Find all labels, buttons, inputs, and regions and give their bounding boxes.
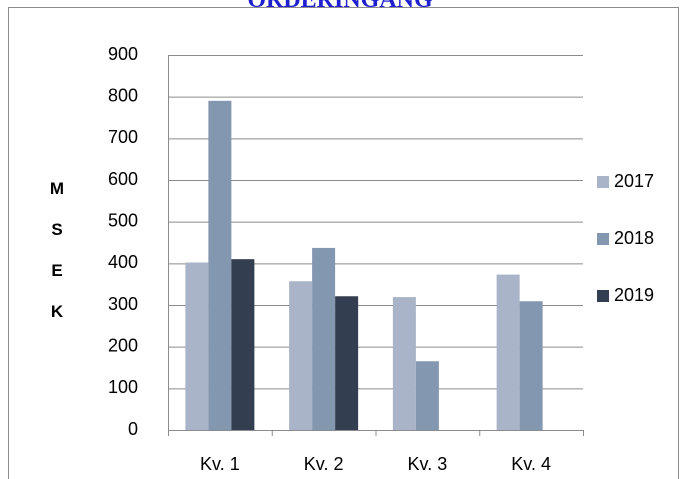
legend-label: 2019: [614, 285, 654, 305]
y-tick-label: 0: [128, 419, 138, 439]
y-tick-label: 200: [108, 335, 138, 355]
legend-swatch: [597, 233, 609, 245]
legend-swatch: [597, 176, 609, 188]
chart-title: ORDERINGÅNG: [247, 0, 433, 13]
bar: [312, 247, 336, 430]
legend-swatch: [597, 290, 609, 302]
bar: [415, 361, 439, 430]
bar: [185, 262, 209, 430]
x-tick-label: Kv. 2: [304, 454, 344, 474]
legend-label: 2017: [614, 171, 654, 191]
bar: [496, 274, 520, 430]
bar: [289, 281, 313, 430]
y-tick-label: 900: [108, 44, 138, 64]
chart-frame: [8, 7, 679, 479]
y-tick-label: 700: [108, 127, 138, 147]
y-tick-label: 600: [108, 169, 138, 189]
bar: [519, 301, 543, 430]
bar: [208, 100, 232, 430]
legend-label: 2018: [614, 228, 654, 248]
x-tick-label: Kv. 3: [408, 454, 448, 474]
y-tick-label: 800: [108, 85, 138, 105]
bar: [335, 296, 359, 430]
y-tick-label: 500: [108, 210, 138, 230]
bar: [392, 297, 416, 430]
y-tick-label: 100: [108, 377, 138, 397]
y-tick-label: 300: [108, 294, 138, 314]
x-tick-label: Kv. 4: [511, 454, 551, 474]
bar: [231, 259, 255, 430]
y-tick-label: 400: [108, 252, 138, 272]
x-tick-label: Kv. 1: [200, 454, 240, 474]
